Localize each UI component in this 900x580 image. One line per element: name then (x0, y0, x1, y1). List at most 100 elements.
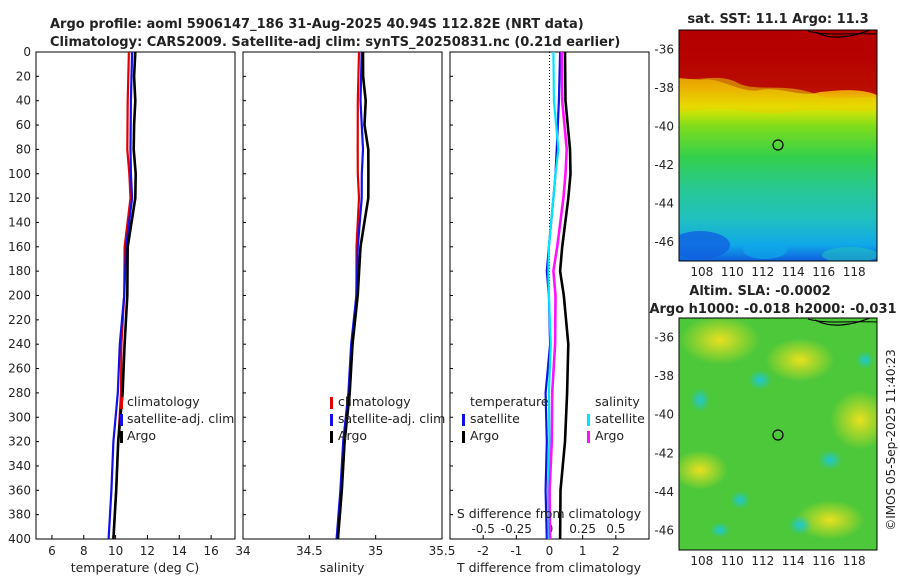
sla-map-frame (678, 317, 878, 551)
map-x-tick-label: 118 (843, 265, 866, 279)
map-x-tick-label: 116 (812, 265, 835, 279)
series-line-argo (112, 51, 137, 540)
x-tick-label: 34 (235, 544, 250, 558)
temperature-legend: climatology satellite-adj. clim Argo (120, 394, 234, 443)
series-line-temperature-satellite (544, 51, 562, 540)
y-tick-label: 20 (16, 69, 31, 83)
s-diff-tick-label: -0.5 (471, 522, 494, 536)
legend-label-t-argo: Argo (470, 428, 499, 443)
map-y-tick-label: -42 (654, 158, 674, 172)
y-tick-label: 300 (8, 410, 31, 424)
legend-swatch-t-argo (462, 431, 465, 443)
legend-label-argo: Argo (127, 428, 156, 443)
series-line-salinity-argo (548, 51, 569, 540)
imos-timestamp: ©IMOS 05-Sep-2025 11:40:23 (884, 349, 898, 531)
temperature-axis-label: temperature (deg C) (71, 560, 200, 575)
map-x-tick-label: 112 (751, 554, 774, 568)
sla-map-title-line1: Altim. SLA: -0.0002 (689, 284, 830, 299)
legend-swatch-argo (330, 431, 333, 443)
y-tick-label: 260 (8, 362, 31, 376)
map-x-tick-label: 114 (782, 265, 805, 279)
series-line-satellite-adj-clim (107, 51, 134, 540)
y-tick-label: 100 (8, 167, 31, 181)
map-x-tick-label: 118 (843, 554, 866, 568)
axes-layer: 0204060801001201401601802002202402602803… (8, 42, 877, 568)
map-y-tick-label: -38 (654, 369, 674, 383)
map-x-tick-label: 114 (782, 554, 805, 568)
legend-label-s-satellite: satellite (595, 411, 645, 426)
x-tick-label: 10 (108, 544, 123, 558)
legend-title-salinity: salinity (595, 394, 640, 409)
x-tick-label: 1 (579, 544, 587, 558)
series-layer (107, 51, 572, 540)
x-tick-label: 2 (612, 544, 620, 558)
map-y-tick-label: -36 (654, 42, 674, 56)
series-line-satellite-adj-clim (335, 51, 365, 540)
x-tick-label: 14 (172, 544, 187, 558)
map-y-tick-label: -38 (654, 81, 674, 95)
y-tick-label: 140 (8, 215, 31, 229)
map-y-tick-label: -46 (654, 235, 674, 249)
y-tick-label: 320 (8, 435, 31, 449)
x-tick-label: 35 (368, 544, 383, 558)
series-line-temperature-argo (558, 51, 572, 540)
map-y-tick-label: -40 (654, 408, 674, 422)
x-tick-label: -1 (510, 544, 522, 558)
legend-label-argo: Argo (338, 428, 367, 443)
x-tick-label: -2 (477, 544, 489, 558)
series-line-salinity-satellite (546, 51, 560, 540)
x-tick-label: 34.5 (296, 544, 323, 558)
sst-map-title: sat. SST: 11.1 Argo: 11.3 (687, 12, 868, 27)
sla-argo-marker (772, 429, 784, 441)
y-tick-label: 180 (8, 264, 31, 278)
y-tick-label: 220 (8, 313, 31, 327)
y-tick-label: 380 (8, 508, 31, 522)
figure-title-line1: Argo profile: aoml 5906147_186 31-Aug-20… (50, 17, 584, 32)
y-tick-label: 120 (8, 191, 31, 205)
salinity-legend: climatology satellite-adj. clim Argo (330, 394, 445, 443)
legend-label-climatology: climatology (127, 394, 200, 409)
map-y-tick-label: -44 (654, 485, 674, 499)
figure-title-line2: Climatology: CARS2009. Satellite-adj cli… (50, 35, 620, 50)
y-tick-label: 400 (8, 532, 31, 546)
x-tick-label: 8 (80, 544, 88, 558)
y-tick-label: 60 (16, 118, 31, 132)
series-line-argo (336, 51, 370, 540)
difference-legend: temperature satellite Argo salinity sate… (462, 394, 645, 443)
legend-swatch-s-argo (587, 431, 590, 443)
map-x-tick-label: 116 (812, 554, 835, 568)
s-diff-tick-label: 0.25 (569, 522, 596, 536)
map-y-tick-label: -44 (654, 196, 674, 210)
y-tick-label: 360 (8, 483, 31, 497)
y-tick-label: 160 (8, 240, 31, 254)
map-x-tick-label: 108 (690, 554, 713, 568)
sst-argo-marker (772, 139, 784, 151)
s-diff-tick-label: 0.5 (606, 522, 625, 536)
sst-map-image (679, 30, 877, 261)
legend-swatch-satellite (330, 414, 333, 426)
map-y-tick-label: -36 (654, 330, 674, 344)
legend-title-temperature: temperature (470, 394, 549, 409)
t-difference-axis-label: T difference from climatology (456, 560, 642, 575)
sla-map-image (679, 318, 877, 550)
x-tick-label: 6 (48, 544, 56, 558)
map-x-tick-label: 108 (690, 265, 713, 279)
y-tick-label: 200 (8, 289, 31, 303)
legend-label-climatology: climatology (338, 394, 411, 409)
x-tick-label: 35.5 (429, 544, 456, 558)
legend-swatch-climatology (120, 397, 123, 409)
x-tick-label: 12 (140, 544, 155, 558)
salinity-axis-label: salinity (320, 560, 365, 575)
sla-map-title-line2: Argo h1000: -0.018 h2000: -0.031 (649, 302, 896, 317)
sst-map-frame (678, 29, 878, 262)
s-difference-axis-label: S difference from climatology (457, 506, 642, 521)
map-x-tick-label: 110 (721, 265, 744, 279)
x-tick-label: 16 (203, 544, 218, 558)
legend-label-satellite: satellite-adj. clim (127, 411, 234, 426)
legend-label-t-satellite: satellite (470, 411, 520, 426)
map-y-tick-label: -40 (654, 119, 674, 133)
y-tick-label: 240 (8, 337, 31, 351)
legend-swatch-argo (120, 431, 123, 443)
map-y-tick-label: -42 (654, 446, 674, 460)
